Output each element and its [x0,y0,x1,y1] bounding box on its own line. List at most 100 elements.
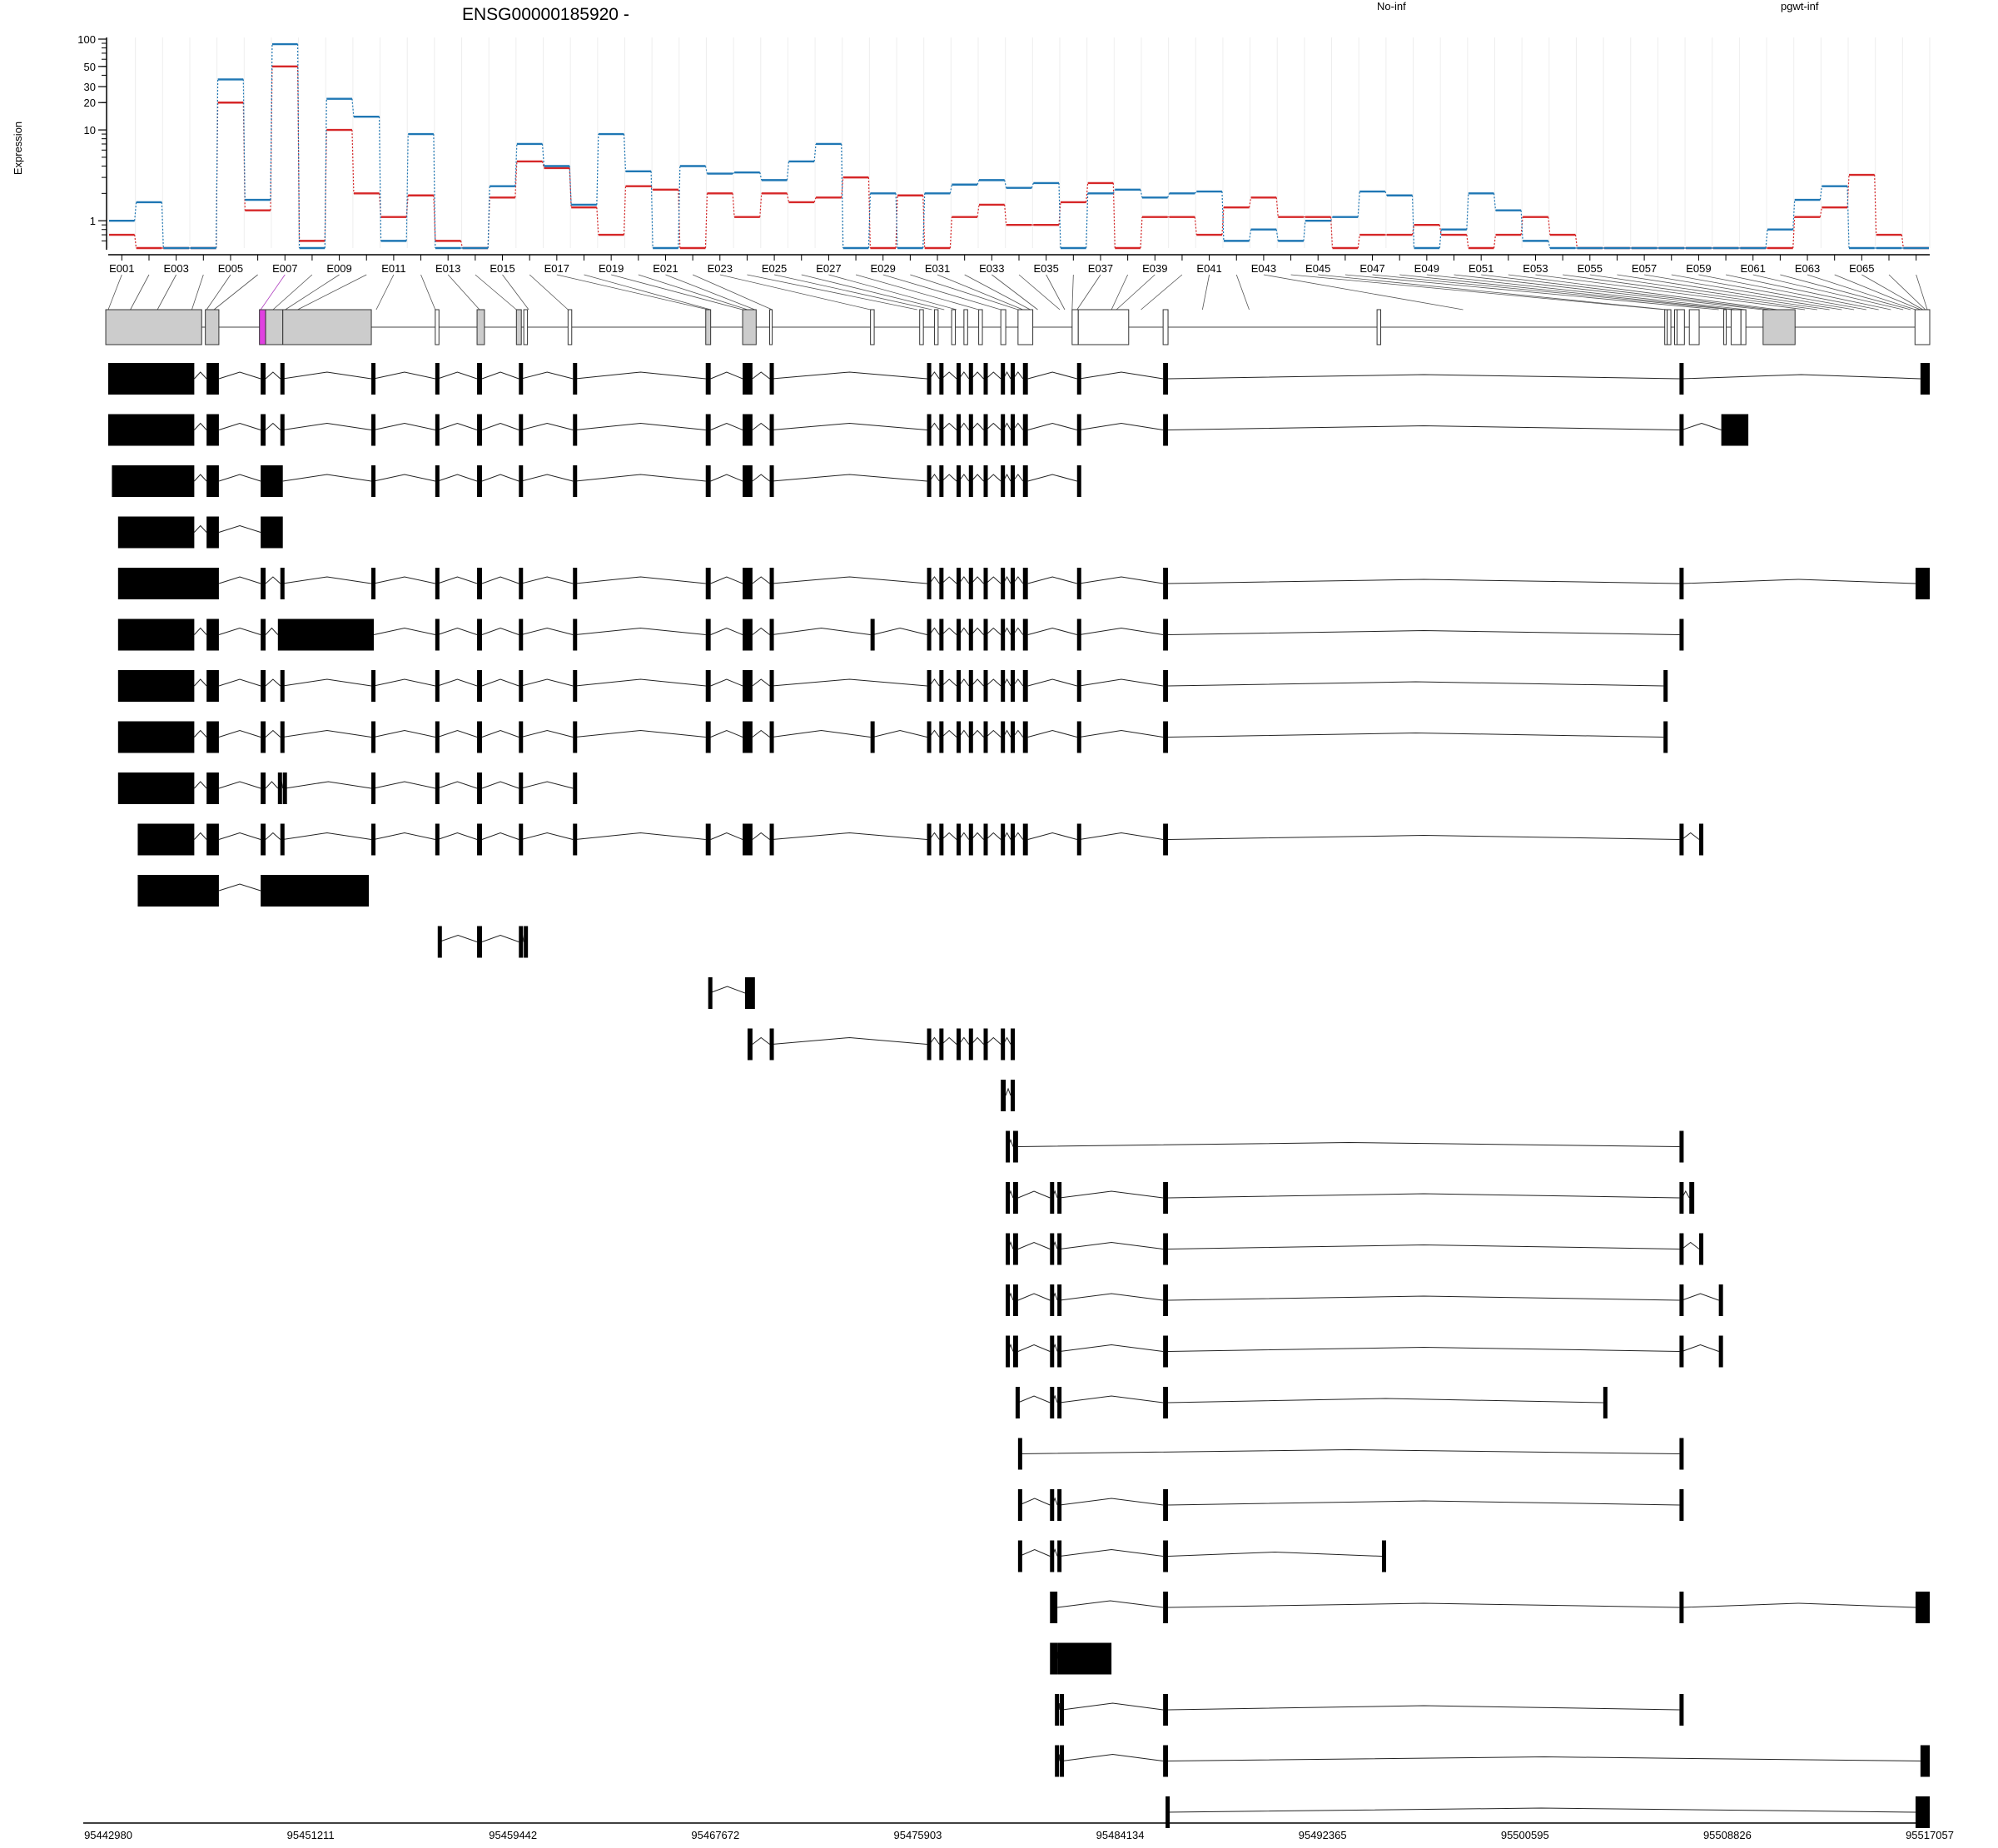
transcript-intron [752,678,770,687]
transcript-exon [1001,721,1006,753]
transcript-exon [261,618,266,651]
transcript-exon [705,568,711,599]
transcript-exon [1050,1489,1055,1521]
transcript-exon [280,670,285,702]
transcript-7 [117,670,1668,702]
transcript-exon [1920,1745,1930,1777]
series-step [650,186,654,191]
exon-label: E009 [326,262,351,275]
transcript-12 [437,926,529,958]
exon-connector [375,274,395,310]
exon-label: E025 [762,262,787,275]
transcript-exon [117,568,219,599]
transcript-exon [519,721,524,753]
transcript-exon [1022,618,1028,651]
transcript-intron [1166,1807,1916,1813]
transcript-exon [968,465,973,497]
exon-connector [1725,274,1891,310]
transcript-exon [261,465,283,497]
transcript-exon [1718,1284,1723,1316]
transcript-exon [1689,1182,1695,1214]
transcript-3 [112,465,1081,497]
exon-connector [272,274,313,310]
transcript-exon [968,1028,973,1061]
exon-connector [1617,274,1842,310]
exon-connector [1481,274,1771,310]
transcript-exon [206,414,219,446]
transcript-exon [1011,721,1016,753]
transcript-exon [983,363,988,395]
transcript-intron [265,371,281,380]
transcript-exon [1679,618,1684,651]
transcript-intron [1017,1395,1051,1403]
transcript-intron [941,474,957,482]
exon-connector [1018,274,1061,310]
transcript-26 [1050,1642,1112,1675]
gene-model-exon [1688,309,1700,345]
transcript-intron [1027,678,1077,687]
exon-label: E029 [871,262,896,275]
exon-connector [665,274,755,310]
transcript-exon [1057,1233,1062,1265]
transcript-intron [941,678,957,687]
transcript-exon [261,516,283,549]
exon-label: E007 [272,262,297,275]
transcript-exon [1163,1233,1169,1265]
series-step [1846,186,1850,249]
transcript-intron [971,474,984,482]
transcript-exon [371,721,376,753]
transcript-intron [1168,1244,1680,1249]
transcript-exon [477,465,482,497]
transcript-exon [206,772,219,804]
transcript-intron [971,371,984,380]
transcript-intron [772,371,927,380]
transcript-exon [261,875,370,907]
transcript-exon [957,823,962,856]
transcript-intron [710,832,743,840]
transcript-exon [1011,414,1016,446]
exon-connector [1399,274,1737,310]
transcript-intron [1682,579,1916,584]
transcript-exon [573,414,578,446]
genomic-tick-label: 95459442 [489,1829,537,1841]
transcript-exon [1721,414,1749,446]
transcript-intron [1017,1344,1051,1352]
transcript-exon [371,568,376,599]
transcript-intron [521,729,574,738]
transcript-exon [870,618,875,651]
exon-connector [747,274,917,310]
transcript-22 [1017,1438,1684,1470]
exon-label: E035 [1033,262,1058,275]
transcript-exon [705,721,711,753]
transcript-exon [280,363,285,395]
transcript-exon [1163,1387,1169,1418]
exon-connector [213,274,258,310]
transcript-exon [1006,1233,1011,1265]
exon-label: E027 [816,262,841,275]
transcript-intron [437,576,478,584]
exon-label: E003 [163,262,188,275]
exon-connector [801,274,945,310]
transcript-exon [1011,1080,1016,1111]
transcript-exon [573,618,578,651]
transcript-exon [1022,670,1028,702]
transcript-exon [939,670,944,702]
series-step [895,193,898,249]
transcript-exon [1022,721,1028,753]
transcript-exon [371,465,376,497]
series-step [732,193,735,217]
gene-model-exon [435,309,440,345]
transcript-exon [1057,1182,1062,1214]
exon-connector [719,274,871,310]
transcript-exon [957,670,962,702]
transcript-intron [1168,579,1680,584]
transcript-exon [705,618,711,651]
transcript-intron [941,627,957,635]
transcript-intron [986,832,1001,840]
transcript-exon [477,823,482,856]
series-step [922,193,926,249]
transcript-exon [705,363,711,395]
series-step [514,161,518,198]
transcript-exon [1050,1182,1055,1214]
